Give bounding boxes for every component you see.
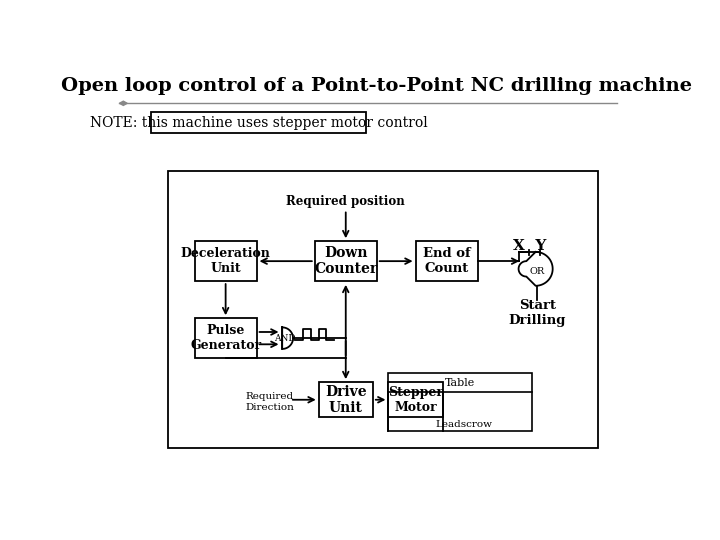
Text: Stepper
Motor: Stepper Motor	[388, 386, 443, 414]
Polygon shape	[282, 327, 293, 349]
Text: Pulse
Generator: Pulse Generator	[190, 324, 261, 352]
Text: Open loop control of a Point-to-Point NC drilling machine: Open loop control of a Point-to-Point NC…	[61, 77, 692, 96]
Text: End of
Count: End of Count	[423, 247, 470, 275]
Text: Leadscrow: Leadscrow	[436, 420, 492, 429]
Text: X  Y: X Y	[513, 239, 546, 253]
Text: NOTE: this machine uses stepper motor control: NOTE: this machine uses stepper motor co…	[90, 116, 428, 130]
Polygon shape	[120, 101, 127, 105]
Polygon shape	[518, 252, 553, 286]
Text: Table: Table	[445, 378, 475, 388]
Text: Start
Drilling: Start Drilling	[508, 299, 566, 327]
FancyBboxPatch shape	[388, 373, 532, 430]
FancyBboxPatch shape	[415, 241, 477, 281]
Text: Required position: Required position	[287, 195, 405, 208]
Text: AND: AND	[274, 334, 296, 343]
Text: Deceleration
Unit: Deceleration Unit	[181, 247, 271, 275]
FancyBboxPatch shape	[194, 318, 256, 358]
Text: Down
Counter: Down Counter	[314, 246, 377, 276]
FancyBboxPatch shape	[151, 112, 366, 133]
Text: Required
Direction: Required Direction	[246, 393, 294, 412]
Text: Drive
Unit: Drive Unit	[325, 384, 366, 415]
FancyBboxPatch shape	[315, 241, 377, 281]
FancyBboxPatch shape	[319, 382, 373, 417]
Text: OR: OR	[529, 267, 545, 276]
FancyBboxPatch shape	[194, 241, 256, 281]
FancyBboxPatch shape	[388, 382, 443, 417]
